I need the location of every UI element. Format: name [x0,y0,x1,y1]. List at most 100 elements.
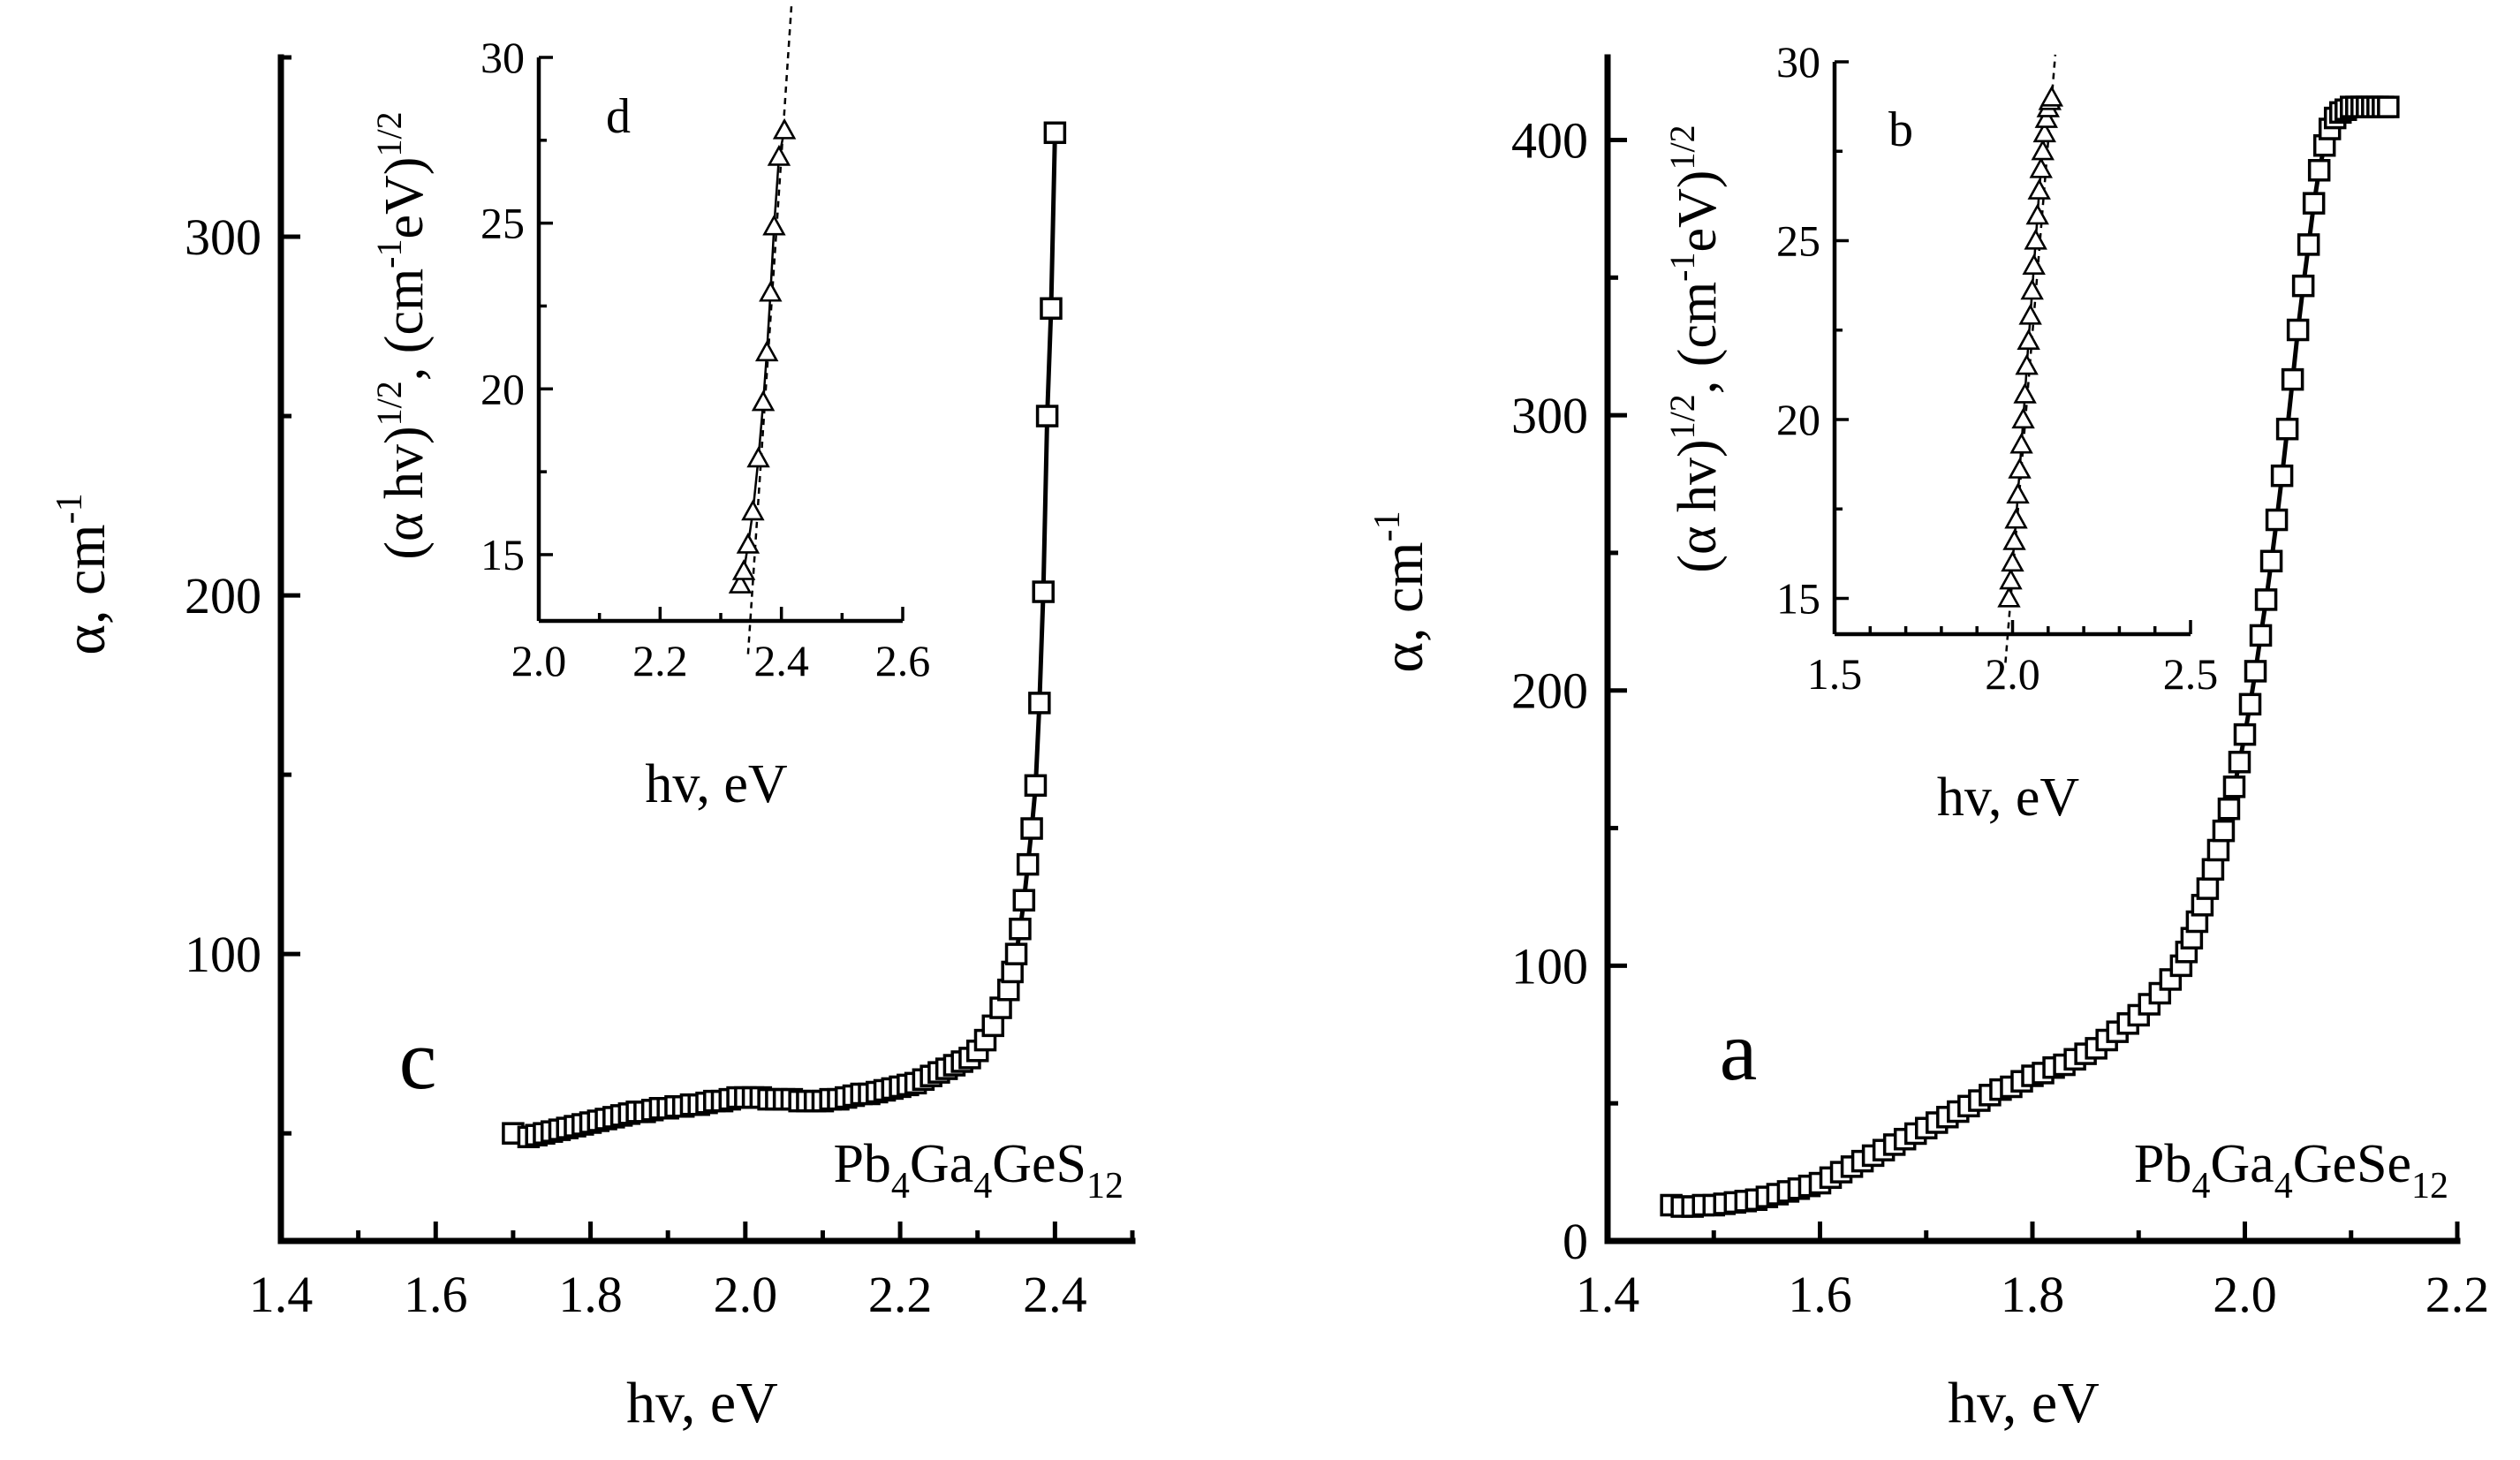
inset-data-point [2017,329,2040,351]
data-point [1035,405,1059,427]
compound-element: Pb [833,1134,890,1194]
panel-letter: c [399,1012,437,1107]
inset-data-point [2027,178,2051,200]
y-tick-label: 100 [1511,937,1588,995]
data-point [1043,121,1067,145]
data-point [2217,797,2241,821]
inset-y-label-part: , (cm [1668,282,1728,394]
compound-subscript: 4 [2274,1166,2293,1207]
inset-data-point [741,499,765,521]
inset-y-label-sup: 1/2 [369,111,409,156]
compound-element: Pb [2134,1134,2191,1194]
inset-data-point [2015,353,2039,375]
inset-y-label-sup: -1 [369,238,409,268]
x-tick-label: 2.2 [2425,1266,2490,1323]
inset-data-point [772,117,797,140]
data-point [2270,464,2294,488]
inset-data-point [1999,568,2023,590]
inset-y-tick-label: 30 [1776,37,1820,87]
inset-x-tick-label: 2.2 [632,636,688,685]
inset-y-tick-label: 20 [1776,395,1820,444]
x-axis-label: hv, eV [626,1371,778,1435]
inset-y-tick-label: 30 [481,33,525,82]
data-point [2275,417,2299,441]
inset-data-point [2013,382,2037,404]
inset-data-point [2001,550,2024,572]
x-tick-label: 2.4 [1023,1266,1087,1323]
inset-y-tick-label: 25 [481,199,525,248]
inset-y-label-part: eV) [1668,170,1728,253]
x-tick-label: 1.4 [249,1266,314,1323]
y-tick-label: 200 [1511,662,1588,720]
inset-data-point [2011,407,2035,429]
inset-data-point [2034,107,2058,128]
compound-label: Pb4Ga4GeSe12 [2134,1134,2448,1207]
inset-data-point [2025,203,2049,225]
inset-data-point [762,214,786,236]
compound-element: GeSe [2293,1134,2411,1194]
fit-line [2004,54,2057,663]
x-tick-label: 2.0 [2213,1266,2277,1323]
data-point [2206,838,2230,862]
data-point [2212,819,2236,843]
inset-data-point [2006,482,2030,504]
inset-data-point [2029,156,2053,178]
data-point [2297,233,2320,256]
inset-y-tick-label: 20 [481,364,525,413]
data-point [2201,858,2225,881]
inset-x-tick-label: 2.0 [1985,649,2040,699]
data-point [1004,942,1028,965]
inset-x-tick-label: 2.0 [511,636,567,685]
data-point [2233,722,2257,746]
data-point [2302,192,2326,215]
compound-subscript: 4 [891,1166,910,1207]
x-tick-label: 2.0 [714,1266,778,1323]
x-tick-label: 2.2 [868,1266,933,1323]
y-tick-label: 0 [1563,1213,1588,1270]
data-point [1016,852,1040,876]
compound-label: Pb4Ga4GeS12 [833,1134,1124,1207]
x-tick-label: 1.8 [2001,1266,2065,1323]
data-point [1020,817,1043,840]
compound-subscript: 4 [2191,1166,2210,1207]
inset-y-label-sup: 1/2 [1662,125,1702,170]
y-axis-label-sup: -1 [1367,511,1408,541]
x-tick-label: 1.6 [1788,1266,1852,1323]
data-curve [512,132,1057,1139]
x-tick-label: 1.8 [558,1266,623,1323]
data-point [2244,660,2267,683]
inset-data-point [1997,586,2021,608]
compound-element: Ga [910,1134,973,1194]
inset-x-tick-label: 2.5 [2163,649,2219,699]
data-point [1024,774,1048,798]
x-tick-label: 1.4 [1576,1266,1640,1323]
inset-data-point [754,340,779,362]
y-axis-label-sup: -1 [49,493,90,524]
inset-data-point [2004,507,2028,529]
y-tick-label: 400 [1511,111,1588,169]
inset-data-point [736,533,761,554]
inset-x-tick-label: 2.6 [875,636,931,685]
inset-data-point [2039,85,2064,107]
y-axis-label: α, cm-1 [1367,511,1435,672]
inset-panel-letter: d [606,89,631,144]
inset-y-tick-label: 15 [481,530,525,579]
inset-x-tick-label: 2.4 [753,636,809,685]
compound-subscript: 12 [1086,1166,1124,1207]
y-tick-label: 100 [185,926,261,983]
data-point [2281,367,2304,391]
data-point [1012,889,1036,912]
inset-y-label-part: eV) [375,157,435,239]
inset-data-point [751,390,776,412]
y-axis-label-main: α, cm [53,524,117,654]
inset-data-point [2009,432,2033,454]
x-axis-label: hv, eV [1948,1371,2100,1435]
inset-y-label-part: (α hv) [1668,439,1728,572]
y-tick-label: 300 [185,208,261,266]
fit-line [746,4,793,654]
inset-y-label-part: , (cm [375,269,435,381]
inset-data-point [728,572,753,594]
